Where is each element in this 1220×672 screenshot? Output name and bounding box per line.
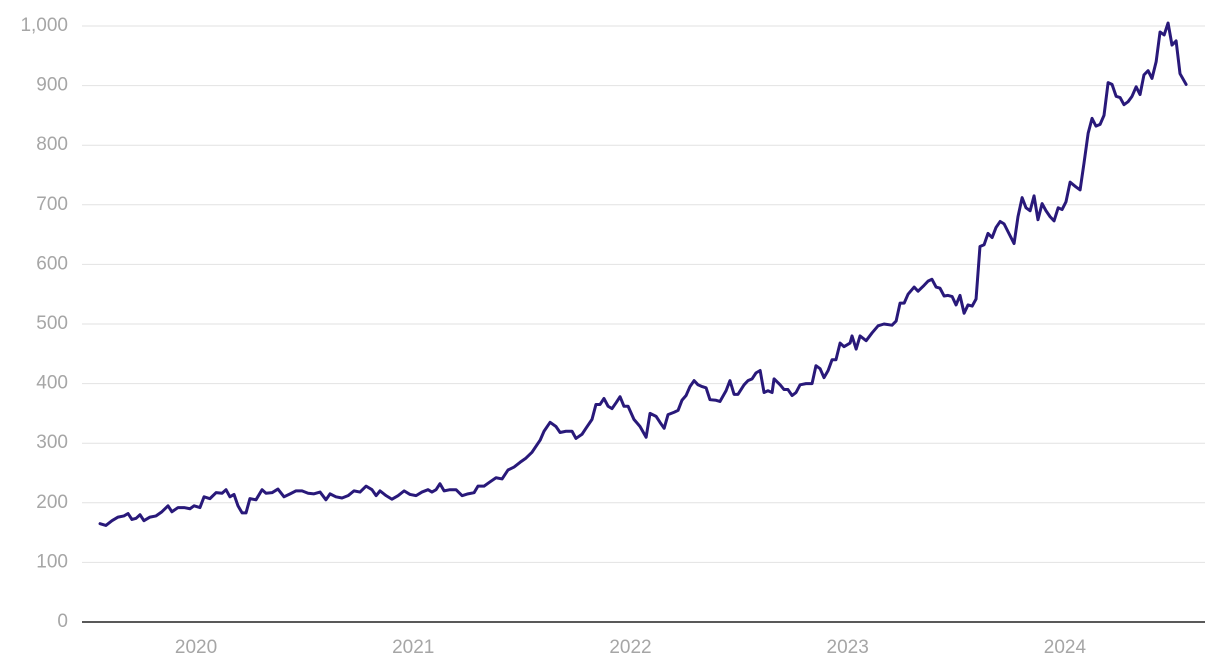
x-tick-label: 2024 bbox=[1044, 637, 1087, 658]
y-tick-label: 1,000 bbox=[20, 15, 68, 36]
y-tick-label: 100 bbox=[36, 551, 68, 572]
data-line bbox=[98, 21, 1188, 527]
x-tick-label: 2020 bbox=[175, 637, 217, 658]
x-tick-label: 2022 bbox=[609, 637, 651, 658]
x-tick-label: 2023 bbox=[827, 637, 869, 658]
y-tick-label: 400 bbox=[36, 373, 68, 394]
y-tick-label: 0 bbox=[57, 611, 68, 632]
y-tick-label: 200 bbox=[36, 492, 68, 513]
y-tick-label: 500 bbox=[36, 313, 68, 334]
x-tick-label: 2021 bbox=[392, 637, 434, 658]
y-tick-label: 900 bbox=[36, 75, 68, 96]
y-tick-label: 800 bbox=[36, 134, 68, 155]
y-tick-label: 300 bbox=[36, 432, 68, 453]
y-tick-label: 600 bbox=[36, 253, 68, 274]
y-tick-label: 700 bbox=[36, 194, 68, 215]
